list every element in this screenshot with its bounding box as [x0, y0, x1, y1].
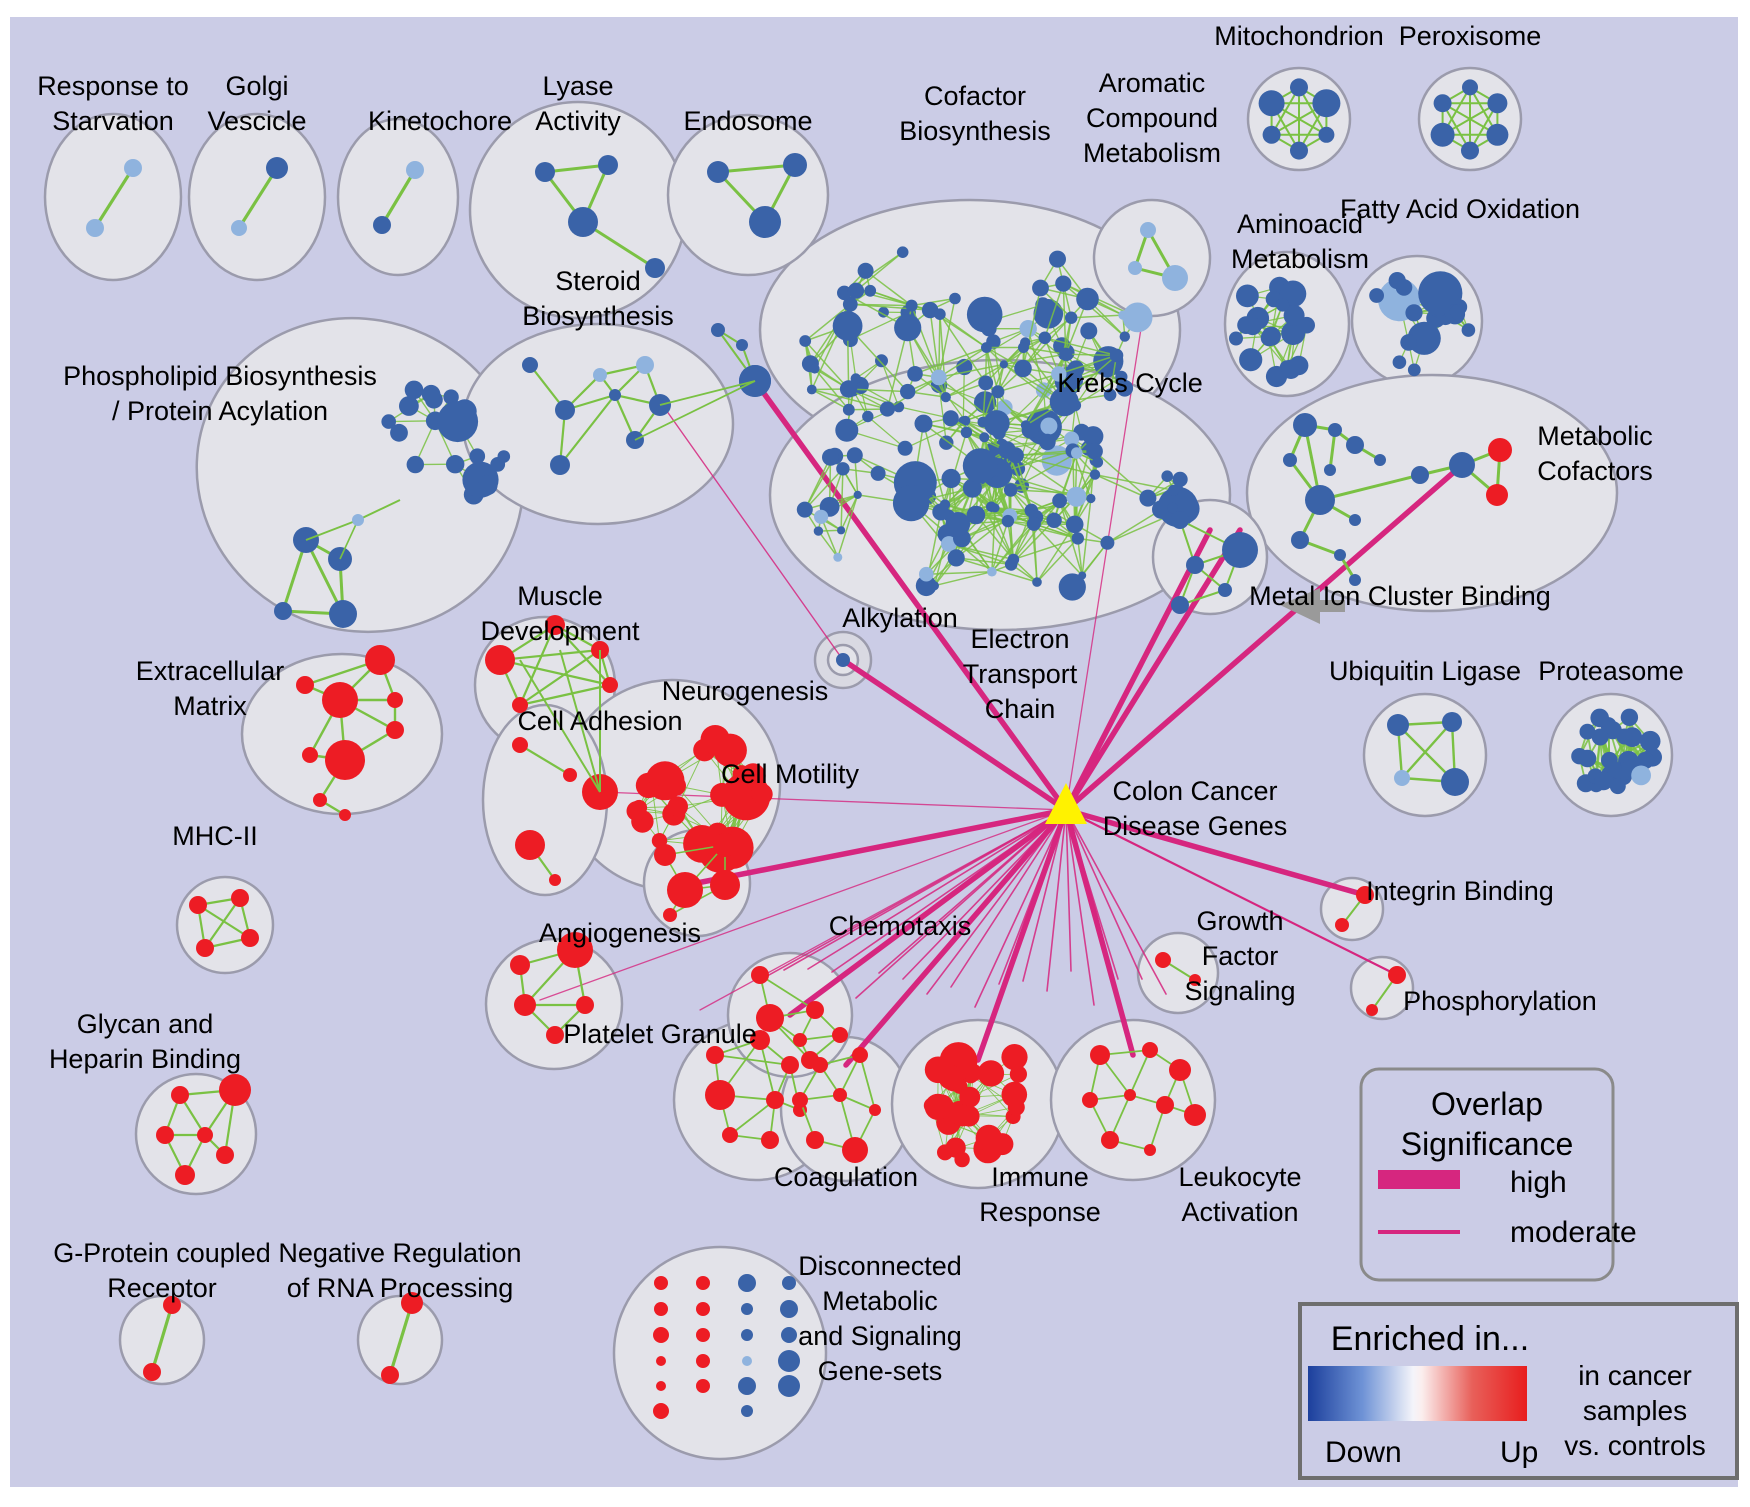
svg-text:Biosynthesis: Biosynthesis — [899, 116, 1051, 146]
svg-text:Muscle: Muscle — [517, 581, 603, 611]
svg-text:Metabolic: Metabolic — [1537, 421, 1653, 451]
svg-text:Negative Regulation: Negative Regulation — [278, 1238, 521, 1268]
svg-text:Integrin Binding: Integrin Binding — [1366, 876, 1554, 906]
svg-text:Disease Genes: Disease Genes — [1103, 811, 1288, 841]
svg-text:Chain: Chain — [985, 694, 1056, 724]
svg-text:Cell Motility: Cell Motility — [721, 759, 860, 789]
svg-text:Signaling: Signaling — [1184, 976, 1295, 1006]
svg-text:Biosynthesis: Biosynthesis — [522, 301, 674, 331]
svg-text:Enriched in...: Enriched in... — [1331, 1320, 1529, 1358]
svg-text:Phospholipid Biosynthesis: Phospholipid Biosynthesis — [63, 361, 377, 391]
svg-text:Vescicle: Vescicle — [207, 106, 306, 136]
svg-text:Golgi: Golgi — [225, 71, 288, 101]
svg-text:of RNA Processing: of RNA Processing — [287, 1273, 514, 1303]
svg-text:/ Protein Acylation: / Protein Acylation — [112, 396, 328, 426]
svg-text:Growth: Growth — [1196, 906, 1283, 936]
svg-text:samples: samples — [1583, 1395, 1687, 1426]
svg-text:Endosome: Endosome — [683, 106, 812, 136]
svg-text:Mitochondrion: Mitochondrion — [1214, 21, 1384, 51]
svg-text:Ubiquitin Ligase: Ubiquitin Ligase — [1329, 656, 1521, 686]
svg-text:Down: Down — [1325, 1436, 1402, 1469]
svg-text:Cell Adhesion: Cell Adhesion — [517, 706, 682, 736]
svg-text:and Signaling: and Signaling — [798, 1321, 962, 1351]
svg-text:moderate: moderate — [1510, 1216, 1637, 1249]
svg-text:Up: Up — [1500, 1436, 1538, 1469]
svg-text:Matrix: Matrix — [173, 691, 247, 721]
svg-text:Gene-sets: Gene-sets — [818, 1356, 943, 1386]
svg-text:Neurogenesis: Neurogenesis — [662, 676, 829, 706]
svg-text:Activation: Activation — [1181, 1197, 1298, 1227]
svg-text:Platelet Granule: Platelet Granule — [563, 1019, 757, 1049]
svg-text:Lyase: Lyase — [542, 71, 613, 101]
svg-text:Factor: Factor — [1202, 941, 1279, 971]
svg-text:Metabolic: Metabolic — [822, 1286, 938, 1316]
svg-text:Steroid: Steroid — [555, 266, 641, 296]
svg-text:Cofactors: Cofactors — [1537, 456, 1653, 486]
svg-text:G-Protein coupled: G-Protein coupled — [53, 1238, 271, 1268]
svg-text:Significance: Significance — [1401, 1126, 1574, 1162]
svg-text:Fatty Acid Oxidation: Fatty Acid Oxidation — [1340, 194, 1580, 224]
svg-text:Response: Response — [979, 1197, 1101, 1227]
svg-text:Angiogenesis: Angiogenesis — [539, 918, 701, 948]
svg-text:vs. controls: vs. controls — [1564, 1430, 1706, 1461]
svg-text:Extracellular: Extracellular — [136, 656, 285, 686]
svg-text:MHC-II: MHC-II — [172, 821, 257, 851]
svg-text:Proteasome: Proteasome — [1538, 656, 1684, 686]
svg-text:Response to: Response to — [37, 71, 189, 101]
svg-text:Development: Development — [480, 616, 640, 646]
svg-text:Heparin Binding: Heparin Binding — [49, 1044, 241, 1074]
svg-text:Disconnected: Disconnected — [798, 1251, 962, 1281]
svg-text:Metabolism: Metabolism — [1083, 138, 1221, 168]
svg-text:in cancer: in cancer — [1578, 1360, 1692, 1391]
svg-text:Glycan and: Glycan and — [77, 1009, 214, 1039]
svg-text:high: high — [1510, 1166, 1567, 1199]
svg-text:Alkylation: Alkylation — [842, 603, 958, 633]
svg-text:Phosphorylation: Phosphorylation — [1403, 986, 1597, 1016]
svg-text:Krebs Cycle: Krebs Cycle — [1057, 368, 1203, 398]
svg-text:Starvation: Starvation — [52, 106, 174, 136]
svg-text:Peroxisome: Peroxisome — [1399, 21, 1542, 51]
svg-text:Coagulation: Coagulation — [774, 1162, 918, 1192]
svg-text:Receptor: Receptor — [107, 1273, 217, 1303]
svg-text:Aromatic: Aromatic — [1099, 68, 1206, 98]
svg-text:Transport: Transport — [963, 659, 1078, 689]
svg-text:Electron: Electron — [970, 624, 1069, 654]
svg-text:Metal Ion Cluster Binding: Metal Ion Cluster Binding — [1249, 581, 1551, 611]
svg-text:Chemotaxis: Chemotaxis — [829, 911, 972, 941]
svg-text:Cofactor: Cofactor — [924, 81, 1026, 111]
svg-text:Activity: Activity — [535, 106, 621, 136]
svg-text:Kinetochore: Kinetochore — [368, 106, 512, 136]
svg-text:Metabolism: Metabolism — [1231, 244, 1369, 274]
svg-text:Immune: Immune — [991, 1162, 1089, 1192]
svg-text:Compound: Compound — [1086, 103, 1218, 133]
svg-text:Overlap: Overlap — [1431, 1086, 1543, 1122]
svg-text:Leukocyte: Leukocyte — [1178, 1162, 1301, 1192]
svg-text:Colon Cancer: Colon Cancer — [1112, 776, 1277, 806]
